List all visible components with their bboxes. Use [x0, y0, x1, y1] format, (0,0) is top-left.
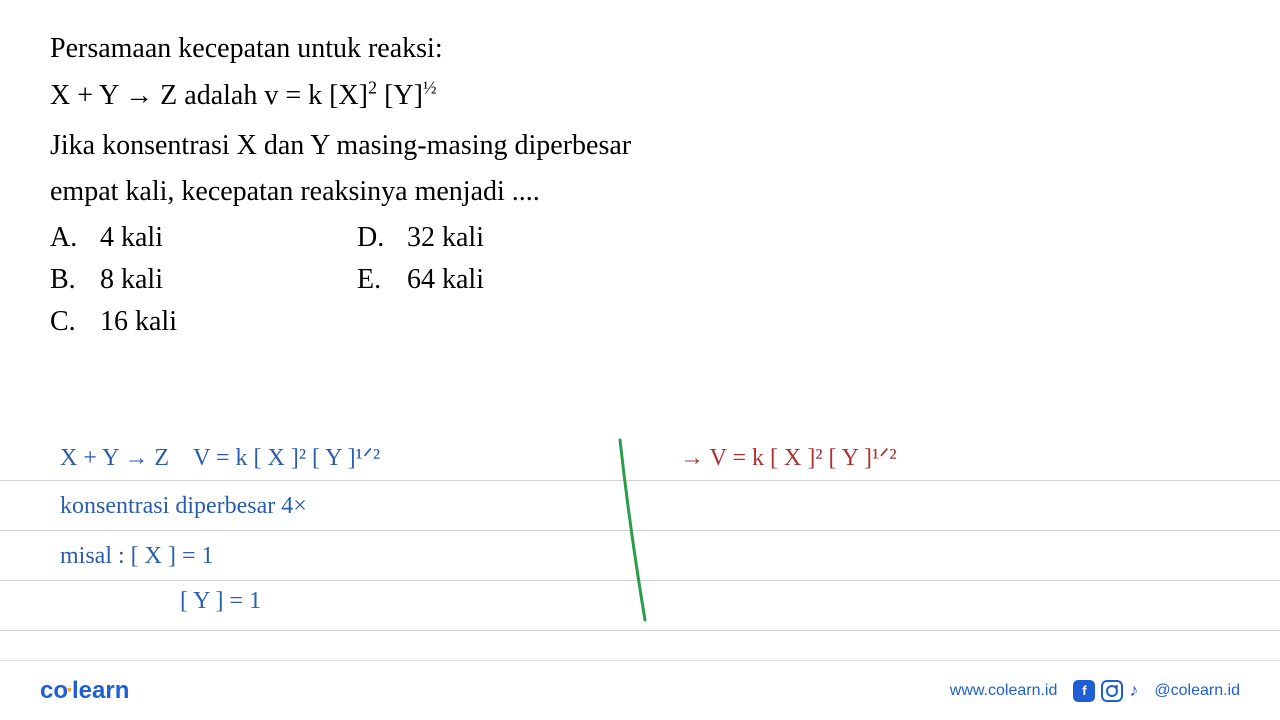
option-c: C.16 kali — [50, 301, 177, 343]
hw-blue-1: X + Y → Z V = k [ X ]² [ Y ]¹ᐟ² — [60, 443, 380, 472]
options-col-1: A.4 kali B.8 kali C.16 kali — [50, 217, 177, 343]
handwriting-area: X + Y → Z V = k [ X ]² [ Y ]¹ᐟ² konsentr… — [0, 405, 1280, 645]
tiktok-icon[interactable]: ♪ — [1129, 680, 1138, 701]
option-d-text: 32 kali — [407, 222, 484, 253]
options-col-2: D.32 kali E.64 kali — [357, 217, 484, 343]
option-b-letter: B. — [50, 259, 100, 301]
option-b: B.8 kali — [50, 259, 177, 301]
social-handle: @colearn.id — [1154, 682, 1240, 700]
footer: co·learn www.colearn.id f ♪ @colearn.id — [0, 660, 1280, 720]
option-d: D.32 kali — [357, 217, 484, 259]
eq-exp1: 2 — [368, 78, 377, 98]
option-c-letter: C. — [50, 301, 100, 343]
social-icons: f ♪ — [1073, 680, 1138, 702]
option-e-letter: E. — [357, 259, 407, 301]
eq-suffix2: [Y] — [377, 80, 423, 111]
option-d-letter: D. — [357, 217, 407, 259]
option-c-text: 16 kali — [100, 306, 177, 337]
option-e: E.64 kali — [357, 259, 484, 301]
hw-red-1: → V = k [ X ]² [ Y ]¹ᐟ² — [680, 443, 897, 472]
instagram-icon[interactable] — [1101, 680, 1123, 702]
footer-right: www.colearn.id f ♪ @colearn.id — [950, 680, 1240, 702]
colearn-logo: co·learn — [40, 677, 129, 705]
question-line-1: Persamaan kecepatan untuk reaksi: — [50, 28, 1230, 70]
facebook-icon[interactable]: f — [1073, 680, 1095, 702]
logo-learn: learn — [72, 677, 129, 704]
option-b-text: 8 kali — [100, 264, 163, 295]
question-area: Persamaan kecepatan untuk reaksi: X + Y … — [0, 0, 1280, 343]
hw-blue-4: [ Y ] = 1 — [180, 588, 261, 615]
option-e-text: 64 kali — [407, 264, 484, 295]
option-a: A.4 kali — [50, 217, 177, 259]
website-link[interactable]: www.colearn.id — [950, 682, 1058, 700]
option-a-letter: A. — [50, 217, 100, 259]
logo-co: co — [40, 677, 68, 704]
eq-exp2: ½ — [423, 78, 437, 98]
options-container: A.4 kali B.8 kali C.16 kali D.32 kali E.… — [50, 217, 1230, 343]
equation-line: X + Y → Z adalah v = k [X]2 [Y]½ — [50, 74, 1230, 117]
hw-blue-2: konsentrasi diperbesar 4× — [60, 493, 307, 520]
hw-blue-3: misal : [ X ] = 1 — [60, 543, 214, 570]
option-a-text: 4 kali — [100, 222, 163, 253]
arrow-icon: → — [125, 79, 153, 110]
eq-prefix: X + Y — [50, 80, 125, 111]
question-line-3: Jika konsentrasi X dan Y masing-masing d… — [50, 125, 1230, 167]
eq-suffix: Z adalah v = k [X] — [153, 80, 368, 111]
question-line-4: empat kali, kecepatan reaksinya menjadi … — [50, 171, 1230, 213]
ruled-line — [0, 630, 1280, 631]
green-divider-line — [600, 435, 660, 625]
